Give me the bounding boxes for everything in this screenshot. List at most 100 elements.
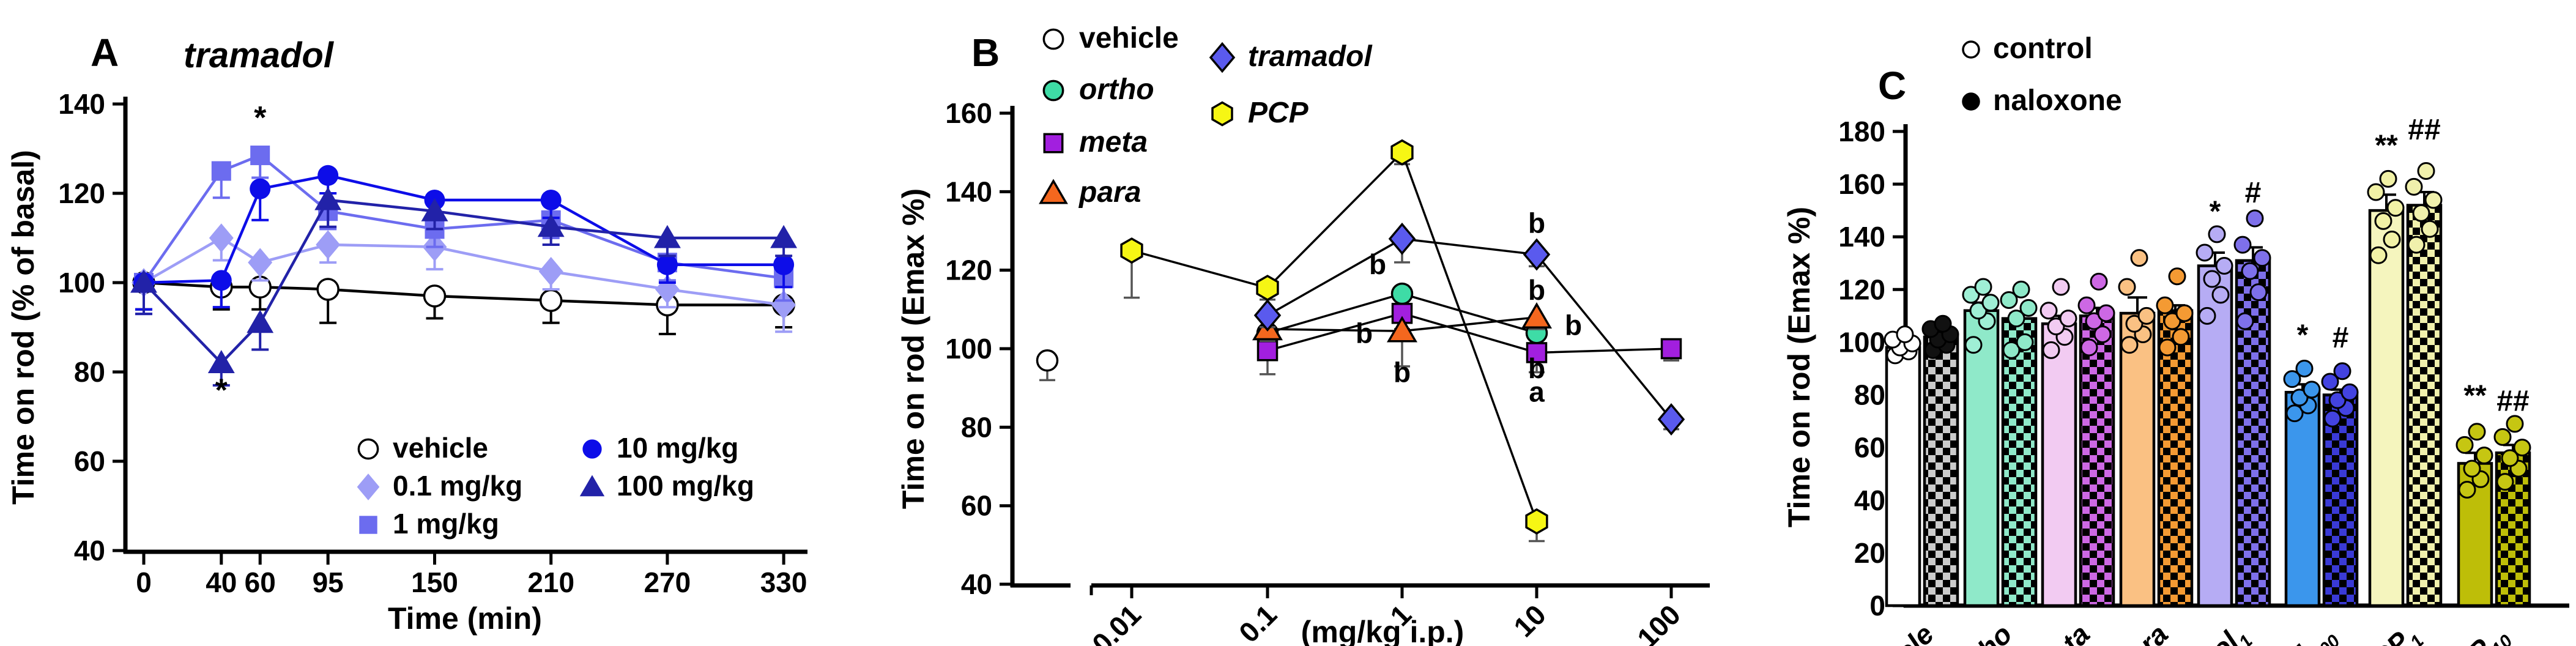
data-point <box>2340 383 2359 401</box>
y-tick-label: 60 <box>74 445 105 477</box>
data-point <box>2405 177 2423 196</box>
stats-letter: b <box>1565 310 1582 341</box>
data-point <box>2383 230 2401 248</box>
bar-group-vehicle <box>1884 314 1959 607</box>
data-point <box>2379 169 2397 188</box>
legend-label: para <box>1078 176 1141 209</box>
data-point <box>2019 299 2038 317</box>
data-point <box>2090 272 2108 291</box>
data-point <box>2323 409 2342 428</box>
data-point <box>2047 317 2065 336</box>
y-tick-label: 40 <box>961 568 992 600</box>
data-point <box>2407 236 2426 254</box>
circle-marker <box>656 254 678 275</box>
triangle-marker <box>421 198 448 221</box>
x-group-label: vehicle <box>1850 618 1940 646</box>
circle-marker <box>540 189 562 210</box>
legend-marker <box>359 516 377 534</box>
data-point <box>2463 459 2481 478</box>
legend-marker <box>579 475 605 497</box>
x-tick-label: 95 <box>313 566 344 598</box>
data-point <box>2236 312 2254 330</box>
data-point <box>2052 278 2070 296</box>
triangle-marker <box>1521 302 1553 329</box>
data-point <box>2000 291 2018 310</box>
y-tick-label: 100 <box>58 267 105 299</box>
diamond-marker <box>248 248 273 277</box>
data-point <box>2007 310 2025 328</box>
data-point <box>2016 333 2034 351</box>
data-point <box>2163 312 2181 330</box>
legend-label: control <box>1993 32 2093 65</box>
y-tick-label: 60 <box>1854 432 1885 464</box>
data-point <box>2369 246 2388 264</box>
diamond-marker <box>1657 403 1685 436</box>
legend-label: ortho <box>1079 73 1154 106</box>
significance-mark: ## <box>2408 114 2440 146</box>
data-point <box>2168 267 2186 286</box>
data-point <box>2496 473 2514 491</box>
panel-title: tramadol <box>184 35 335 75</box>
data-point <box>2506 415 2524 433</box>
data-point <box>2417 162 2435 180</box>
data-point <box>2120 336 2139 354</box>
data-point <box>1964 336 1983 354</box>
triangle-marker <box>247 310 274 333</box>
data-point <box>2175 304 2194 322</box>
triangle-marker <box>314 187 342 210</box>
significance-mark: ** <box>2375 130 2398 162</box>
data-point <box>2093 325 2112 343</box>
panel-c-bar-chart: 180 160 140 120 100 80 60 40 20 0 Time on rod (Ema… <box>1782 32 2569 646</box>
y-axis-title: Time on rod (% of basal) <box>6 150 40 505</box>
legend-marker <box>1043 133 1064 154</box>
data-point <box>2077 296 2096 314</box>
y-tick-label: 140 <box>1838 221 1885 253</box>
data-point <box>2501 449 2519 467</box>
data-point <box>2085 312 2103 330</box>
data-point <box>2002 341 2021 359</box>
data-point <box>2208 225 2226 243</box>
legend-label: vehicle <box>1079 22 1179 54</box>
legend: vehicle 0.1 mg/kg 1 mg/kg 10 mg/kg 100 mg/kg <box>357 432 754 540</box>
triangle-marker <box>207 350 235 373</box>
data-point <box>2424 191 2443 209</box>
bar-group-tramadol1: *# <box>2196 177 2271 607</box>
x-tick-label: 100 <box>1631 598 1687 646</box>
stats-letter: b <box>1528 352 1545 384</box>
x-tick-label: 60 <box>245 566 276 598</box>
data-point <box>2118 278 2136 296</box>
hex-marker <box>1256 275 1279 302</box>
data-point <box>2203 270 2221 288</box>
x-tick-label: 270 <box>644 566 691 598</box>
y-tick-label: 40 <box>74 535 105 566</box>
data-point <box>1934 314 1952 333</box>
y-tick-label: 100 <box>945 333 992 365</box>
y-axis-title: Time on rod (Emax %) <box>896 188 930 509</box>
hex-marker <box>1390 139 1414 166</box>
stats-letter: a <box>1529 376 1545 408</box>
y-axis-title: Time on rod (Emax %) <box>1782 207 1816 527</box>
legend-label: PCP <box>1248 97 1309 129</box>
legend-marker <box>357 438 379 460</box>
data-point <box>2367 183 2385 201</box>
significance-mark: ## <box>2496 385 2529 417</box>
triangle-marker <box>130 269 157 293</box>
x-tick-label: 0.01 <box>1086 598 1147 646</box>
legend-marker <box>582 439 602 459</box>
data-point <box>2333 362 2351 381</box>
data-point <box>2475 447 2493 465</box>
circle-marker <box>317 165 339 186</box>
control-bar <box>2286 392 2319 606</box>
x-tick-label: 10 <box>1507 598 1552 643</box>
bar-group-ortho <box>1962 278 2038 607</box>
data-point <box>2513 439 2531 457</box>
legend-label: vehicle <box>393 432 488 464</box>
series-10-mg-kg <box>133 165 795 311</box>
significance-mark: # <box>2245 177 2262 209</box>
circle-marker <box>423 284 447 308</box>
triangle-marker <box>537 213 565 237</box>
stats-letter: b <box>1369 248 1386 280</box>
data-point <box>2412 204 2430 222</box>
data-point <box>2172 328 2190 346</box>
